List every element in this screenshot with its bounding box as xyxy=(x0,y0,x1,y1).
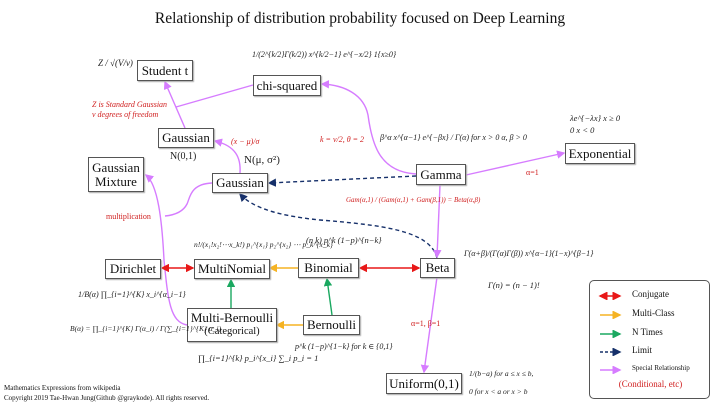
node-student-t: Student t xyxy=(137,60,193,81)
formula-binomial: (n k) p^k (1−p)^{n−k} xyxy=(306,235,382,245)
annotation-gamma-beta: Gam(α,1) / (Gam(α,1) + Gam(β,1)) = Beta(… xyxy=(346,196,481,204)
edge-gamma-to-gaussian xyxy=(267,175,417,187)
annotation-student-t-1: Z is Standard Gaussian xyxy=(92,100,168,109)
edge-gaussian-to-mixture xyxy=(164,182,213,217)
formula-multinomial: n!/(x₁!x₂!⋯x_k!) p₁^{x₁} p₂^{x₂} ⋯ p_k^{… xyxy=(194,240,333,249)
formula-exponential-1: λe^{−λx} x ≥ 0 xyxy=(570,113,621,123)
node-multi-bernoulli-label: Multi-Bernoulli xyxy=(190,310,274,325)
formula-gamma: β^α x^{α−1} e^{−βx} / Γ(α) for x > 0 α, … xyxy=(380,133,527,142)
legend-label: Special Relationship xyxy=(632,364,690,372)
edge-gamma-to-exponential xyxy=(465,150,566,176)
formula-dirichlet: 1/B(α) ∏_{i=1}^{K} x_i^{α_i−1} xyxy=(78,290,186,299)
legend-label: Limit xyxy=(632,345,652,355)
edge-bernoulli-to-binomial xyxy=(323,277,333,316)
node-gamma: Gamma xyxy=(416,164,466,185)
formula-gaussian-standard: N(0,1) xyxy=(170,151,197,162)
annotation-standardize: (x − μ)/σ xyxy=(231,137,260,146)
legend-item-special: Special Relationship xyxy=(590,363,711,377)
edge-gaussian-to-gaussian-std xyxy=(213,138,241,174)
formula-uniform-1: 1/(b−a) for a ≤ x ≤ b, xyxy=(469,369,534,378)
edge-gamma-to-chi-squared xyxy=(320,80,417,175)
arrow-icon xyxy=(600,330,622,338)
edge-beta-to-gaussian xyxy=(239,192,438,259)
edge-gaussian-std-to-student-t xyxy=(163,80,186,129)
formula-gaussian: N(μ, σ²) xyxy=(244,154,280,166)
node-multi-bernoulli-sublabel: (Categorical) xyxy=(204,326,260,337)
node-multinomial: MultiNomial xyxy=(194,259,270,279)
node-dirichlet: Dirichlet xyxy=(105,259,161,279)
node-gaussian: Gaussian xyxy=(212,173,268,193)
node-uniform: Uniform(0,1) xyxy=(386,373,462,394)
annotation-student-t-2: ν degrees of freedom xyxy=(92,110,159,119)
formula-chi-squared: 1/(2^{k/2}Γ(k/2)) x^{k/2−1} e^{−x/2} 1{x… xyxy=(252,50,397,59)
node-exponential: Exponential xyxy=(565,143,635,164)
formula-beta-function: B(α) = ∏_{i=1}^{K} Γ(α_i) / Γ(∑_{i=1}^{K… xyxy=(70,324,222,333)
edge-chi-squared-to-student-t xyxy=(175,84,254,108)
footer-source: Mathematics Expressions from wikipedia xyxy=(4,384,121,392)
arrow-icon xyxy=(600,311,622,319)
double-arrow-icon xyxy=(598,292,622,300)
node-gaussian-standard: Gaussian xyxy=(158,128,214,148)
diagram-title: Relationship of distribution probability… xyxy=(154,10,566,27)
legend-label: Multi-Class xyxy=(632,308,675,318)
node-gaussian-mixture: Gaussian Mixture xyxy=(88,157,144,192)
formula-uniform-2: 0 for x < a or x > b xyxy=(469,387,528,396)
node-chi-squared: chi-squared xyxy=(253,75,321,96)
annotation-exponential: α=1 xyxy=(526,168,539,177)
edge-multi-bernoulli-to-mixture xyxy=(144,174,188,326)
formula-student-t: Z / √(V/ν) xyxy=(98,58,133,68)
legend-item-n-times: N Times xyxy=(590,327,711,341)
legend-item-limit: Limit xyxy=(590,345,711,359)
legend: Conjugate Multi-Class N Times Limit Spec… xyxy=(589,280,710,399)
node-beta: Beta xyxy=(420,258,455,278)
node-bernoulli: Bernoulli xyxy=(303,315,360,335)
legend-note: (Conditional, etc) xyxy=(618,379,683,389)
annotation-multiplication: multiplication xyxy=(106,212,151,221)
edge-gamma-to-beta xyxy=(433,184,442,259)
formula-exponential-2: 0 x < 0 xyxy=(570,125,595,135)
formula-bernoulli: p^k (1−p)^{1−k} for k ∈ {0,1} xyxy=(295,342,393,351)
formula-gamma-function: Γ(n) = (n − 1)! xyxy=(488,280,540,290)
annotation-chi-gamma: k = ν/2, θ = 2 xyxy=(320,135,365,144)
annotation-uniform: α=1, β=1 xyxy=(411,319,441,328)
legend-item-multi-class: Multi-Class xyxy=(590,308,711,322)
node-binomial: Binomial xyxy=(298,258,359,278)
footer-copyright: Copyright 2019 Tae-Hwan Jung(Github @gra… xyxy=(4,394,210,402)
legend-label: N Times xyxy=(632,327,663,337)
dashed-arrow-icon xyxy=(600,348,622,356)
formula-beta: Γ(α+β)/(Γ(α)Γ(β)) x^{α−1}(1−x)^{β−1} xyxy=(464,249,594,258)
legend-item-conjugate: Conjugate xyxy=(590,289,711,303)
node-multi-bernoulli: Multi-Bernoulli (Categorical) xyxy=(187,308,277,342)
arrow-icon xyxy=(600,366,622,374)
edge-beta-to-uniform xyxy=(420,276,438,374)
legend-label: Conjugate xyxy=(632,289,669,299)
formula-multi-bernoulli: ∏_{i=1}^{k} p_i^{x_i} ∑_i p_i = 1 xyxy=(198,353,319,363)
